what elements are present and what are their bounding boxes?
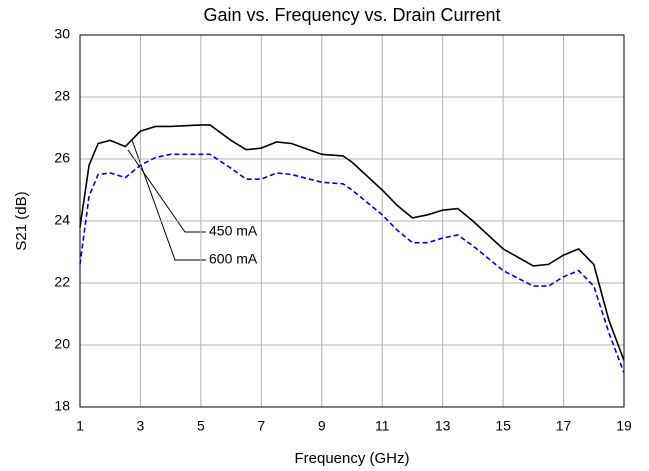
x-tick-label: 11 <box>375 418 390 434</box>
x-tick-label: 9 <box>318 418 326 434</box>
y-axis-label: S21 (dB) <box>13 191 30 250</box>
x-tick-label: 7 <box>257 418 265 434</box>
x-tick-label: 17 <box>556 418 572 434</box>
series-label: 600 mA <box>209 251 258 267</box>
y-tick-label: 18 <box>54 398 70 414</box>
data-line <box>79 153 625 374</box>
x-tick-label: 3 <box>137 418 145 434</box>
x-tick-label: 19 <box>616 418 632 434</box>
x-tick-label: 5 <box>197 418 205 434</box>
plot-border <box>79 34 625 408</box>
x-tick-label: 1 <box>76 418 84 434</box>
series-label: 450 mA <box>209 223 258 239</box>
data-line <box>79 124 625 361</box>
x-tick-label: 13 <box>435 418 451 434</box>
y-tick-label: 22 <box>54 274 70 290</box>
leader-line <box>127 149 206 233</box>
chart-title: Gain vs. Frequency vs. Drain Current <box>203 5 500 25</box>
y-tick-label: 20 <box>54 336 70 352</box>
x-tick-label: 15 <box>495 418 511 434</box>
y-tick-label: 28 <box>54 88 70 104</box>
x-axis-label: Frequency (GHz) <box>294 450 409 467</box>
y-tick-label: 24 <box>54 212 70 228</box>
y-tick-label: 30 <box>54 26 70 42</box>
leader-line <box>131 139 206 261</box>
y-tick-label: 26 <box>54 150 70 166</box>
